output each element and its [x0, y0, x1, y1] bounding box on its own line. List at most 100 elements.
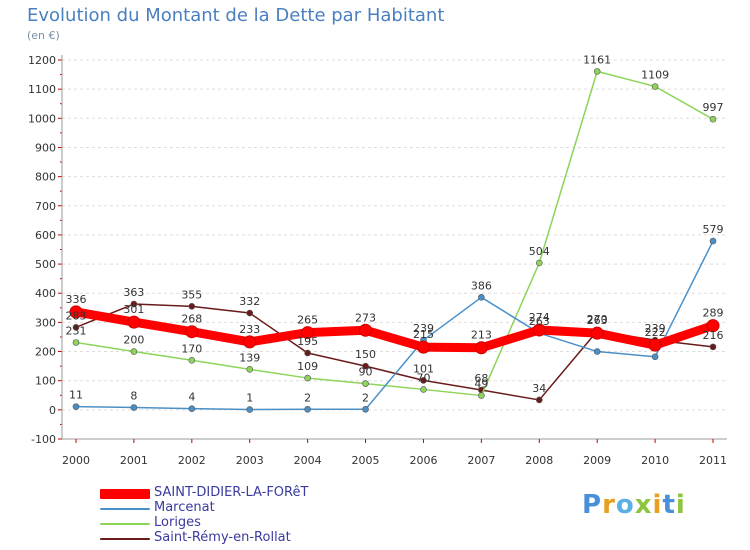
x-tick-label: 2011 [699, 454, 727, 467]
y-tick-label: 700 [35, 200, 56, 213]
data-point-2 [72, 339, 80, 346]
x-tick-label: 2003 [236, 454, 264, 467]
data-point-0 [127, 315, 141, 329]
data-label: 289 [703, 307, 724, 320]
data-label: 273 [355, 311, 376, 324]
data-point-3 [72, 324, 80, 331]
y-tick-label: 600 [35, 229, 56, 242]
logo-letter: i [652, 490, 663, 520]
data-point-1 [304, 405, 311, 413]
data-point-0 [706, 319, 720, 333]
series-line-1 [75, 240, 714, 411]
data-point-0 [301, 326, 315, 340]
data-point-1 [72, 403, 80, 410]
data-point-0 [474, 341, 488, 355]
legend-swatch-0 [100, 488, 150, 499]
data-label: 200 [123, 334, 144, 347]
proxiti-logo: Proxiti [582, 490, 686, 520]
legend-label-0: SAINT-DIDIER-LA-FORêT [154, 485, 309, 500]
x-tick-label: 2007 [467, 454, 495, 467]
data-label: 504 [529, 245, 550, 258]
legend-label-2: Loriges [154, 515, 201, 530]
data-label: 233 [239, 323, 260, 336]
data-label: 336 [66, 293, 87, 306]
y-tick-label: 1000 [28, 112, 56, 125]
data-point-3 [362, 362, 369, 370]
data-point-0 [185, 325, 199, 339]
legend-swatch-1 [100, 507, 150, 510]
data-point-3 [420, 377, 427, 384]
data-point-2 [478, 392, 485, 399]
series-line-2 [75, 70, 714, 397]
y-tick-label: 800 [35, 171, 56, 184]
data-label: 8 [130, 390, 137, 403]
data-label: 386 [471, 279, 492, 292]
data-label: 101 [413, 362, 434, 375]
y-tick-label: 400 [35, 287, 56, 300]
data-point-0 [648, 338, 662, 352]
logo-letter: x [634, 490, 653, 520]
legend-swatch-2 [100, 522, 150, 525]
data-label: 215 [413, 328, 434, 341]
y-tick-label: 1200 [28, 54, 56, 67]
data-point-1 [130, 404, 138, 411]
data-label: 268 [181, 313, 202, 326]
data-label: 263 [587, 314, 608, 327]
data-point-2 [593, 68, 601, 75]
x-tick-label: 2009 [583, 454, 611, 467]
series-line-0 [71, 307, 718, 353]
y-tick-label: -100 [31, 433, 56, 446]
data-point-2 [246, 366, 254, 373]
logo-letter: i [675, 490, 686, 520]
logo-letter: o [615, 490, 635, 520]
data-label: 2 [304, 391, 311, 404]
x-tick-label: 2000 [62, 454, 90, 467]
data-point-2 [535, 259, 543, 267]
x-tick-label: 2004 [294, 454, 322, 467]
data-point-0 [69, 305, 83, 319]
y-tick-label: 200 [35, 346, 56, 359]
data-label: 231 [66, 325, 87, 338]
data-label: 263 [529, 315, 550, 328]
data-point-2 [420, 386, 427, 393]
x-tick-label: 2002 [178, 454, 206, 467]
x-tick-label: 2006 [409, 454, 437, 467]
data-label: 11 [69, 389, 83, 402]
data-label: 355 [181, 288, 202, 301]
data-point-2 [362, 380, 369, 387]
data-point-1 [593, 348, 601, 355]
data-label: 68 [474, 372, 488, 385]
data-point-1 [362, 405, 369, 413]
x-tick-label: 2008 [525, 454, 553, 467]
data-point-0 [532, 323, 546, 337]
data-point-0 [243, 335, 257, 349]
data-label: 90 [359, 366, 373, 379]
data-point-3 [535, 396, 543, 404]
data-point-2 [304, 374, 311, 382]
y-tick-label: 1100 [28, 83, 56, 96]
data-point-1 [709, 237, 717, 245]
y-tick-label: 900 [35, 141, 56, 154]
data-point-2 [651, 83, 659, 90]
data-label: 363 [123, 286, 144, 299]
data-point-3 [130, 300, 138, 308]
data-point-2 [188, 356, 196, 364]
data-point-1 [246, 406, 254, 413]
legend-label-1: Marcenat [154, 500, 215, 515]
chart-subtitle: (en €) [27, 29, 60, 42]
y-tick-label: 500 [35, 258, 56, 271]
data-label: 195 [297, 335, 318, 348]
data-point-1 [478, 294, 485, 301]
x-tick-label: 2010 [641, 454, 669, 467]
data-label: 1109 [641, 69, 669, 82]
data-point-3 [188, 303, 196, 310]
data-label: 222 [645, 326, 666, 339]
data-point-0 [359, 323, 373, 337]
data-label: 1161 [583, 53, 611, 66]
data-label: 579 [703, 223, 724, 236]
data-point-0 [416, 340, 430, 354]
data-point-2 [130, 348, 138, 355]
y-tick-label: 100 [35, 375, 56, 388]
data-point-0 [590, 326, 604, 340]
data-label: 70 [416, 371, 430, 384]
